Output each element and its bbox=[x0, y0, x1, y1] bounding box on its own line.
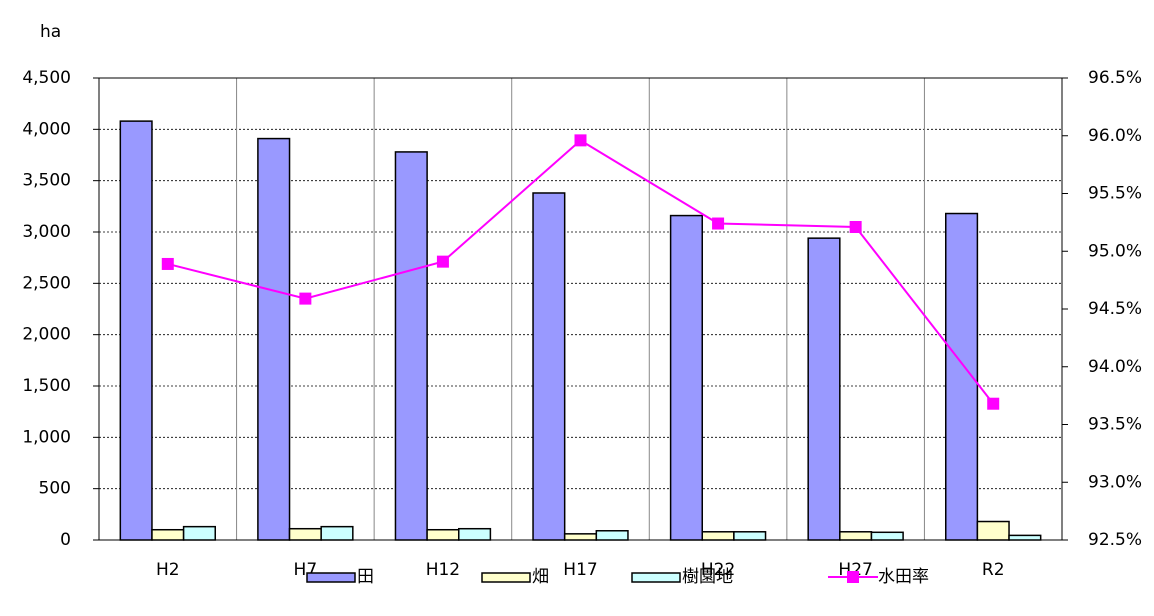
bar bbox=[257, 137, 291, 541]
line-marker bbox=[574, 134, 587, 147]
y-tick-label: 500 bbox=[39, 479, 71, 499]
bar bbox=[733, 531, 767, 541]
line-marker bbox=[161, 257, 174, 270]
line-marker bbox=[712, 217, 725, 230]
bar bbox=[870, 531, 904, 541]
plot-frame bbox=[98, 77, 1063, 541]
line-series bbox=[167, 139, 995, 405]
y2-tick-label: 96.5% bbox=[1088, 68, 1142, 88]
line-marker bbox=[436, 255, 449, 268]
legend-swatch bbox=[631, 572, 681, 583]
y2-tick-label: 95.5% bbox=[1088, 184, 1142, 204]
x-tick-label: H12 bbox=[426, 560, 460, 580]
x-tick-label: R2 bbox=[982, 560, 1005, 580]
y2-tick-label: 92.5% bbox=[1088, 530, 1142, 550]
bar bbox=[119, 120, 153, 541]
y-tick-label: 4,000 bbox=[22, 119, 71, 139]
legend-label: 水田率 bbox=[878, 567, 929, 587]
y-tick-label: 3,500 bbox=[22, 171, 71, 191]
y2-tick-label: 93.0% bbox=[1088, 472, 1142, 492]
legend-swatch bbox=[847, 571, 859, 583]
bar bbox=[595, 530, 629, 541]
bar bbox=[976, 520, 1010, 541]
y-tick-label: 1,000 bbox=[22, 427, 71, 447]
y-tick-label: 4,500 bbox=[22, 68, 71, 88]
bar bbox=[426, 528, 460, 541]
bar bbox=[457, 527, 492, 541]
legend-swatch bbox=[306, 572, 356, 583]
line-marker bbox=[299, 292, 312, 305]
line-marker bbox=[849, 220, 862, 233]
x-tick-label: H17 bbox=[563, 560, 597, 580]
y-axis-label: ha bbox=[40, 22, 61, 42]
bar bbox=[701, 531, 735, 541]
y2-tick-label: 93.5% bbox=[1088, 415, 1142, 435]
bar bbox=[151, 528, 185, 541]
bar bbox=[288, 527, 322, 541]
bar bbox=[320, 525, 354, 541]
bar bbox=[839, 531, 873, 541]
y2-tick-label: 95.0% bbox=[1088, 241, 1142, 261]
y-tick-label: 2,000 bbox=[22, 325, 71, 345]
y-tick-label: 1,500 bbox=[22, 376, 71, 396]
bar bbox=[532, 192, 566, 541]
y2-tick-label: 94.0% bbox=[1088, 357, 1142, 377]
bar bbox=[669, 214, 704, 541]
bar bbox=[563, 533, 598, 541]
x-tick-label: H2 bbox=[156, 560, 180, 580]
legend-label: 樹園地 bbox=[682, 567, 733, 587]
y2-tick-label: 96.0% bbox=[1088, 126, 1142, 146]
y-tick-label: 0 bbox=[60, 530, 71, 550]
y-tick-label: 2,500 bbox=[22, 273, 71, 293]
bar bbox=[394, 151, 428, 541]
legend-label: 田 bbox=[357, 567, 374, 587]
y2-tick-label: 94.5% bbox=[1088, 299, 1142, 319]
legend-swatch bbox=[481, 572, 531, 583]
bar bbox=[182, 525, 216, 541]
bar bbox=[807, 237, 841, 541]
x-tick-label: H22 bbox=[701, 560, 735, 580]
line-marker bbox=[987, 397, 1000, 410]
bar bbox=[1008, 534, 1042, 541]
y-tick-label: 3,000 bbox=[22, 222, 71, 242]
legend-label: 畑 bbox=[532, 567, 549, 587]
